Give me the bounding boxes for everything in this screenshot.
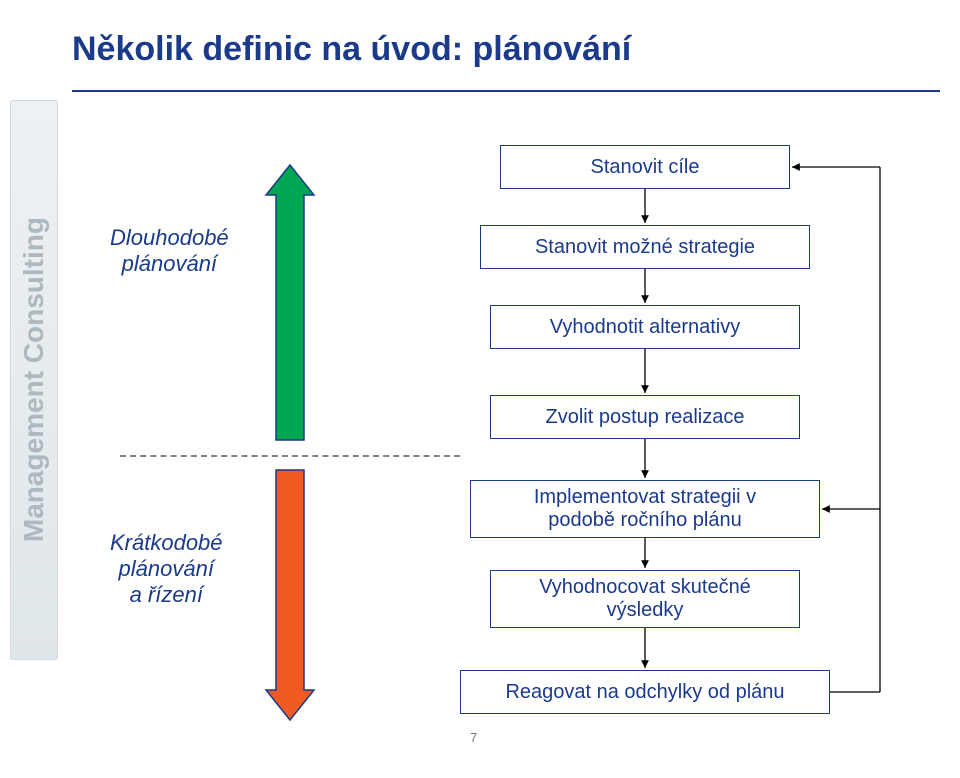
flow-box-b2: Vyhodnotit alternativy xyxy=(490,305,800,349)
flow-box-b6: Reagovat na odchylky od plánu xyxy=(460,670,830,714)
flow-box-b3: Zvolit postup realizace xyxy=(490,395,800,439)
watermark: Management Consulting xyxy=(10,100,58,660)
label-long-term: Dlouhodobé plánování xyxy=(110,225,229,277)
title-underline xyxy=(72,90,940,92)
slide-title: Několik definic na úvod: plánování xyxy=(72,30,631,69)
watermark-text: Management Consulting xyxy=(18,217,50,542)
label-short-term-line2: plánování xyxy=(119,556,214,581)
flow-box-b5: Vyhodnocovat skutečnévýsledky xyxy=(490,570,800,628)
flow-arrows xyxy=(0,0,960,778)
flow-box-b0: Stanovit cíle xyxy=(500,145,790,189)
label-long-term-line2: plánování xyxy=(122,251,217,276)
label-short-term: Krátkodobé plánování a řízení xyxy=(110,530,223,608)
dashed-separator xyxy=(120,455,460,457)
page-number: 7 xyxy=(470,730,477,745)
flow-box-b1: Stanovit možné strategie xyxy=(480,225,810,269)
down-arrow-icon xyxy=(264,468,316,722)
label-short-term-line3: a řízení xyxy=(130,582,203,607)
slide: Management Consulting Několik definic na… xyxy=(0,0,960,778)
label-long-term-line1: Dlouhodobé xyxy=(110,225,229,250)
label-short-term-line1: Krátkodobé xyxy=(110,530,223,555)
flow-box-b4: Implementovat strategii vpodobě ročního … xyxy=(470,480,820,538)
up-arrow-icon xyxy=(264,163,316,442)
